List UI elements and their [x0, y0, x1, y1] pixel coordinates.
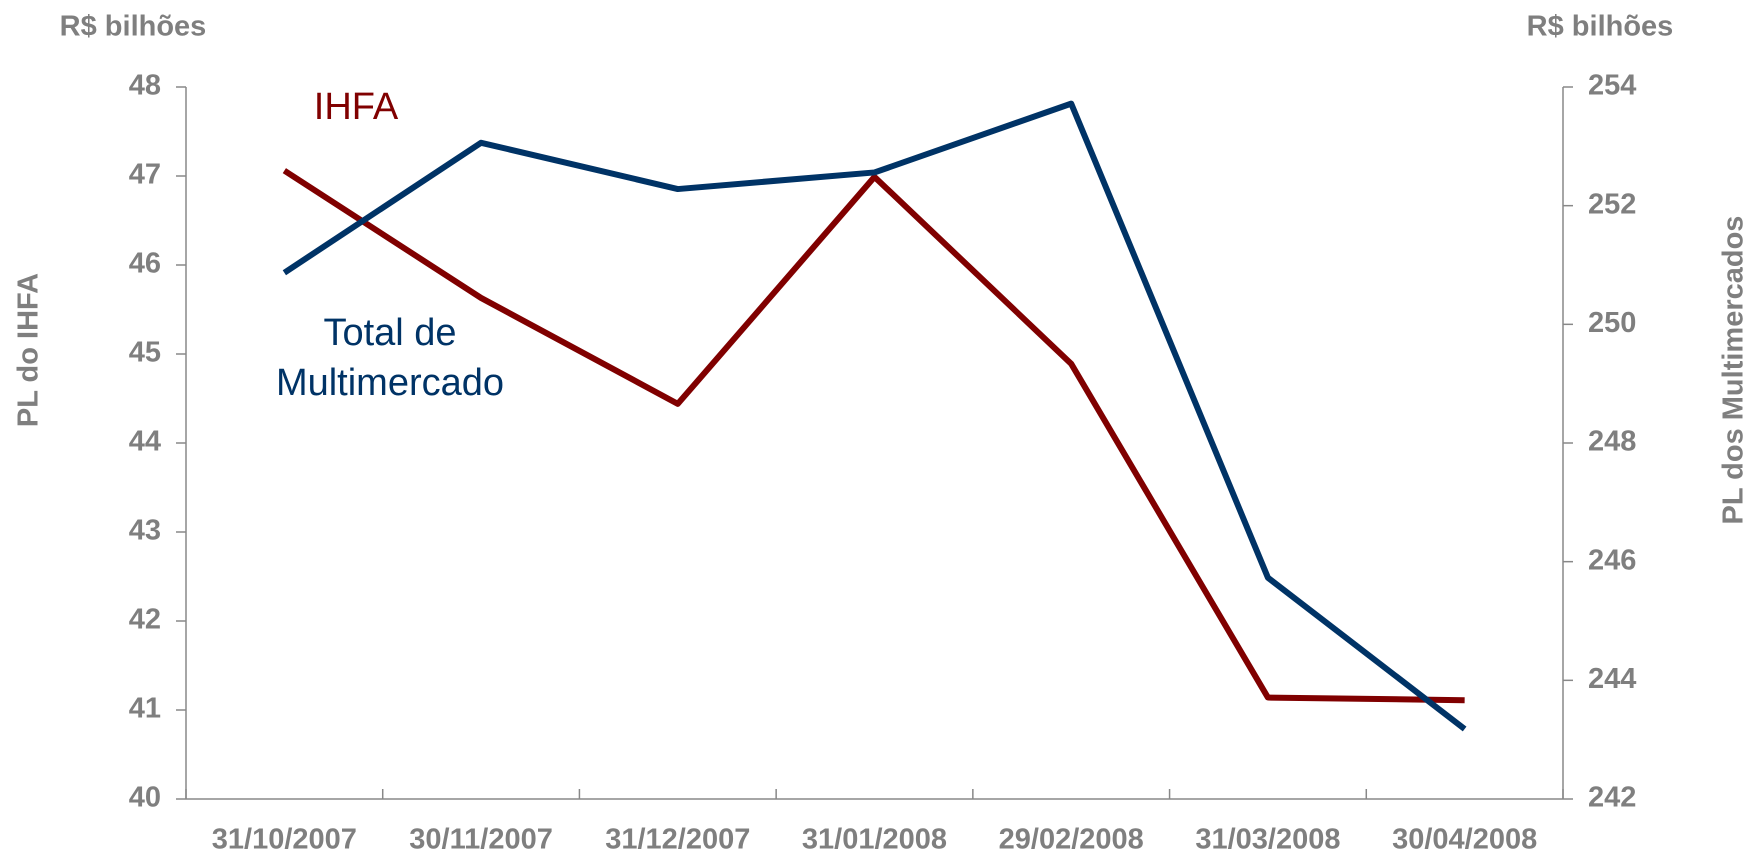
y-unit: R$ bilhões — [60, 11, 207, 43]
y2-tick-label: 252 — [1588, 188, 1636, 220]
y-tick-label: 47 — [129, 159, 161, 191]
y2-tick-label: 254 — [1588, 70, 1636, 102]
y2-axis-title: PL dos Multimercados — [1718, 216, 1750, 525]
y2-unit: R$ bilhões — [1527, 11, 1674, 43]
y2-tick-label: 250 — [1588, 307, 1636, 339]
series-label-box: Total de Multimercado — [275, 312, 505, 404]
series-label: IHFA — [314, 86, 399, 128]
x-tick-label: 31/03/2008 — [1195, 824, 1340, 856]
x-tick-label: 31/12/2007 — [605, 824, 750, 856]
y-tick-label: 41 — [129, 693, 161, 725]
y-tick-label: 40 — [129, 782, 161, 814]
y2-tick-label: 244 — [1588, 663, 1636, 695]
series-line — [282, 100, 1467, 732]
x-tick-label: 29/02/2008 — [999, 824, 1144, 856]
x-tick-label: 30/11/2007 — [409, 824, 553, 856]
x-tick-label: 31/01/2008 — [802, 824, 947, 856]
x-tick-label: 31/10/2007 — [212, 824, 357, 856]
y-axis-title: PL do IHFA — [13, 273, 45, 427]
y-tick-label: 48 — [129, 70, 161, 102]
y-tick-label: 42 — [129, 604, 161, 636]
y-tick-label: 43 — [129, 515, 161, 547]
y2-tick-label: 246 — [1588, 544, 1636, 576]
y-tick-label: 46 — [129, 248, 161, 280]
series-label: Total de Multimercado — [275, 312, 505, 404]
x-tick-label: 30/04/2008 — [1392, 824, 1537, 856]
y-tick-label: 44 — [129, 426, 161, 458]
y-tick-label: 45 — [129, 337, 161, 369]
y2-tick-label: 248 — [1588, 426, 1636, 458]
y2-tick-label: 242 — [1588, 782, 1636, 814]
series-line — [282, 168, 1465, 704]
